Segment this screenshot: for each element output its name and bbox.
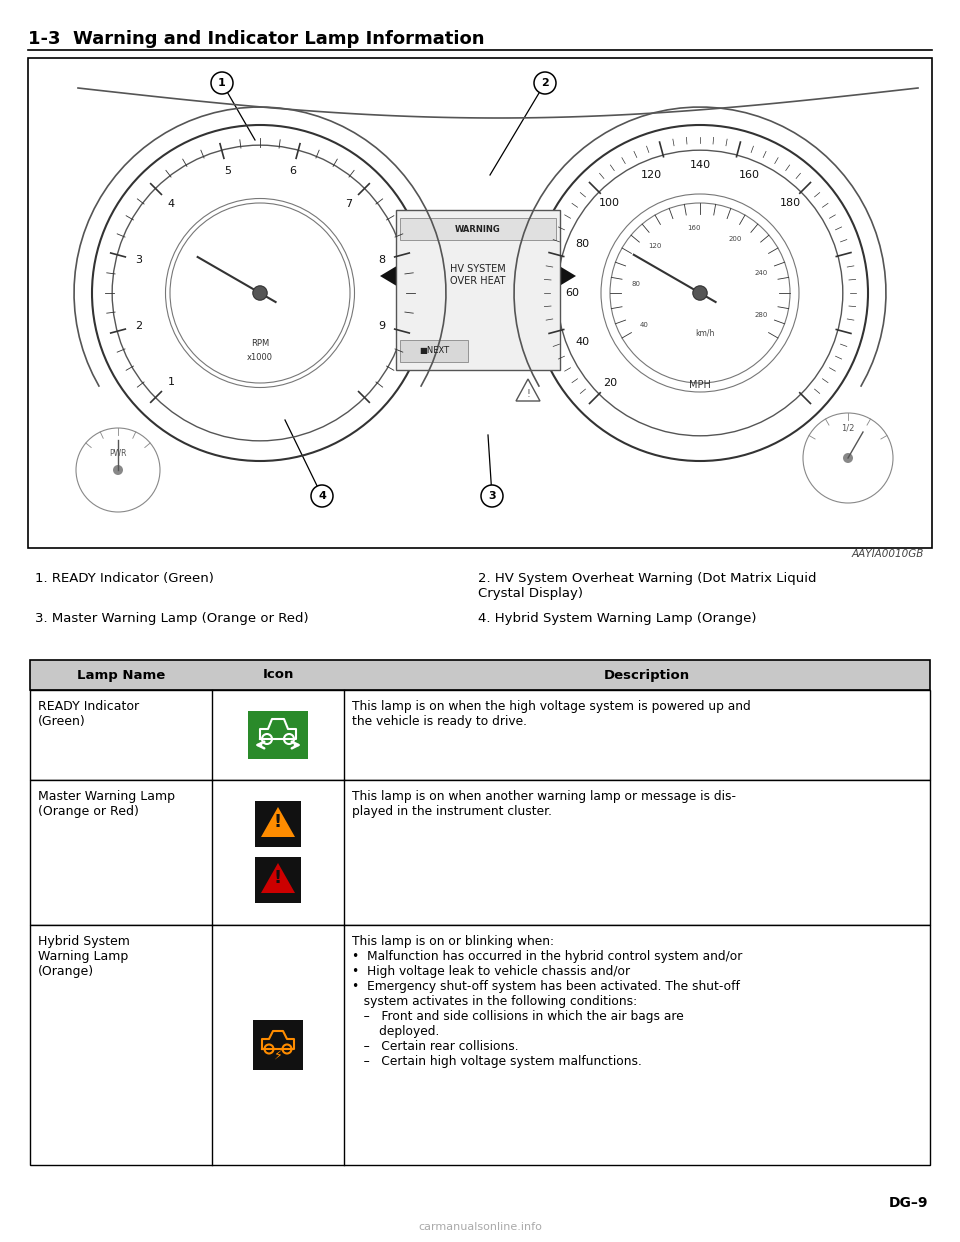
Text: 3. Master Warning Lamp (Orange or Red): 3. Master Warning Lamp (Orange or Red) xyxy=(35,612,308,625)
Bar xyxy=(255,857,301,903)
Polygon shape xyxy=(556,265,576,288)
Text: This lamp is on when another warning lamp or message is dis-
played in the instr: This lamp is on when another warning lam… xyxy=(352,790,736,818)
Text: carmanualsonline.info: carmanualsonline.info xyxy=(418,1222,542,1232)
Polygon shape xyxy=(380,265,400,288)
Circle shape xyxy=(843,453,853,463)
Text: 20: 20 xyxy=(603,379,616,389)
Text: READY Indicator
(Green): READY Indicator (Green) xyxy=(38,700,139,728)
Bar xyxy=(253,1020,303,1071)
Text: Icon: Icon xyxy=(262,668,294,682)
Circle shape xyxy=(211,72,233,94)
Circle shape xyxy=(252,286,267,301)
Text: 120: 120 xyxy=(640,170,661,180)
Text: 4: 4 xyxy=(318,491,326,501)
Text: Description: Description xyxy=(604,668,690,682)
Text: 2: 2 xyxy=(134,320,142,330)
Circle shape xyxy=(284,734,294,744)
Text: This lamp is on when the high voltage system is powered up and
the vehicle is re: This lamp is on when the high voltage sy… xyxy=(352,700,751,728)
Text: 240: 240 xyxy=(755,270,768,276)
Text: 3: 3 xyxy=(489,491,495,501)
Text: 2. HV System Overheat Warning (Dot Matrix Liquid
Crystal Display): 2. HV System Overheat Warning (Dot Matri… xyxy=(478,573,817,600)
Bar xyxy=(255,801,301,847)
Text: 80: 80 xyxy=(632,281,640,287)
Text: 8: 8 xyxy=(378,256,385,266)
Text: 1. READY Indicator (Green): 1. READY Indicator (Green) xyxy=(35,573,214,585)
Bar xyxy=(248,710,308,759)
Text: HV SYSTEM
OVER HEAT: HV SYSTEM OVER HEAT xyxy=(450,265,506,286)
Text: 280: 280 xyxy=(755,312,768,318)
Text: MPH: MPH xyxy=(689,380,711,390)
Text: 160: 160 xyxy=(738,170,759,180)
Text: AAYIA0010GB: AAYIA0010GB xyxy=(852,549,924,559)
Text: Hybrid System
Warning Lamp
(Orange): Hybrid System Warning Lamp (Orange) xyxy=(38,935,130,977)
Text: 140: 140 xyxy=(689,160,710,170)
Text: 1: 1 xyxy=(167,378,175,388)
Text: RPM: RPM xyxy=(251,339,269,348)
Text: !: ! xyxy=(274,869,282,887)
Text: PWR: PWR xyxy=(109,448,127,457)
Text: !: ! xyxy=(274,814,282,831)
Circle shape xyxy=(481,484,503,507)
Text: 40: 40 xyxy=(639,323,648,328)
Text: 160: 160 xyxy=(687,226,701,231)
Text: x1000: x1000 xyxy=(247,354,273,363)
Text: 7: 7 xyxy=(346,199,352,209)
Bar xyxy=(30,780,930,925)
Text: 3: 3 xyxy=(134,256,142,266)
Bar xyxy=(396,210,560,370)
Text: 120: 120 xyxy=(648,243,661,250)
Bar xyxy=(30,925,930,1165)
Text: 80: 80 xyxy=(575,240,589,250)
Text: 1-3  Warning and Indicator Lamp Information: 1-3 Warning and Indicator Lamp Informati… xyxy=(28,30,485,48)
Text: 40: 40 xyxy=(575,337,589,347)
Text: WARNING: WARNING xyxy=(455,225,501,233)
Bar xyxy=(400,340,468,361)
Text: 4. Hybrid System Warning Lamp (Orange): 4. Hybrid System Warning Lamp (Orange) xyxy=(478,612,756,625)
Polygon shape xyxy=(261,863,295,893)
Bar xyxy=(30,660,930,691)
Bar xyxy=(28,58,932,548)
Text: 2: 2 xyxy=(541,78,549,88)
Text: 100: 100 xyxy=(599,197,620,207)
Text: This lamp is on or blinking when:
•  Malfunction has occurred in the hybrid cont: This lamp is on or blinking when: • Malf… xyxy=(352,935,742,1068)
Circle shape xyxy=(113,465,123,474)
Circle shape xyxy=(265,1045,274,1053)
Circle shape xyxy=(693,286,708,301)
Text: 4: 4 xyxy=(167,199,175,209)
Circle shape xyxy=(282,1045,292,1053)
Circle shape xyxy=(262,734,272,744)
Text: 1/2: 1/2 xyxy=(841,424,854,432)
Text: Master Warning Lamp
(Orange or Red): Master Warning Lamp (Orange or Red) xyxy=(38,790,175,818)
Text: !: ! xyxy=(526,389,530,399)
Text: 9: 9 xyxy=(378,320,385,330)
Text: ⚡: ⚡ xyxy=(274,1048,282,1062)
Text: 6: 6 xyxy=(289,166,296,176)
Text: Lamp Name: Lamp Name xyxy=(77,668,165,682)
Text: 5: 5 xyxy=(224,166,231,176)
Text: 60: 60 xyxy=(565,288,579,298)
Bar xyxy=(400,219,556,240)
Text: 200: 200 xyxy=(729,236,742,242)
Text: km/h: km/h xyxy=(695,329,714,338)
Circle shape xyxy=(534,72,556,94)
Bar xyxy=(30,691,930,780)
Text: DG–9: DG–9 xyxy=(889,1196,928,1210)
Circle shape xyxy=(311,484,333,507)
Text: 180: 180 xyxy=(780,197,801,207)
Polygon shape xyxy=(261,807,295,837)
Text: 1: 1 xyxy=(218,78,226,88)
Text: ■NEXT: ■NEXT xyxy=(419,347,449,355)
